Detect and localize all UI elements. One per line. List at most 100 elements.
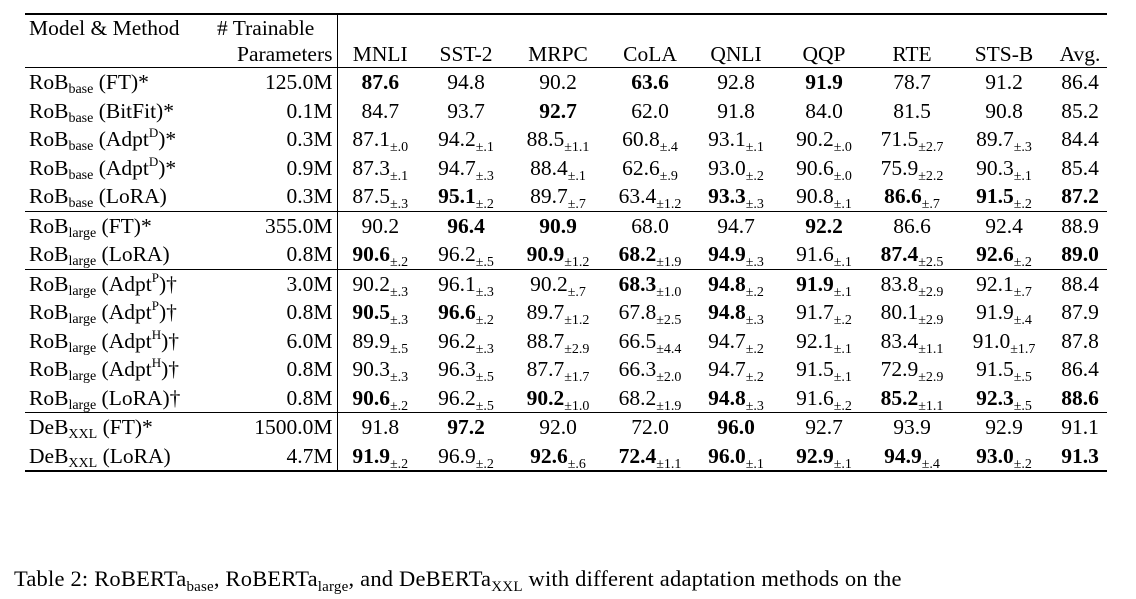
score-value: 87.2	[1061, 184, 1099, 208]
score-value: 89.9	[352, 328, 390, 353]
table-row: DeBXXL (LoRA) 4.7M 91.9±.2 96.9±.2 92.6±.6 72…	[25, 441, 1108, 472]
table-caption: Table 2: RoBERTabase, RoBERTalarge, and …	[14, 566, 1134, 595]
score-cell: 93.1±.1	[693, 125, 779, 155]
score-cell: 91.6±.2	[779, 384, 869, 414]
score-cell: 91.9±.2	[337, 441, 423, 472]
score-cell: 94.8	[423, 67, 509, 97]
score-value: 91.2	[985, 70, 1023, 94]
score-std: ±.2	[745, 284, 764, 300]
score-value: 96.9	[438, 443, 476, 468]
score-cell: 91.5±.5	[955, 355, 1053, 385]
score-cell: 92.8	[693, 67, 779, 97]
score-value: 90.6	[352, 242, 390, 266]
score-cell: 90.2±.3	[337, 268, 423, 300]
score-cell: 90.5±.3	[337, 298, 423, 328]
score-cell: 94.7±.3	[423, 154, 509, 184]
score-value: 90.9	[539, 213, 577, 238]
model-size-subscript: base	[68, 196, 94, 211]
model-method-cell: RoBbase (BitFit)*	[25, 97, 213, 126]
avg-cell: 84.4	[1053, 125, 1107, 154]
model-base: RoB	[29, 155, 69, 180]
score-std: ±.4	[921, 456, 940, 472]
params-cell: 0.9M	[213, 153, 338, 182]
caption-sub-large: large	[317, 579, 349, 595]
score-value: 92.1	[976, 271, 1014, 296]
score-cell: 92.6±.6	[509, 441, 607, 472]
score-cell: 90.8	[955, 97, 1053, 126]
score-std: ±1.2	[564, 313, 590, 328]
score-std: ±.2	[475, 313, 494, 328]
table-row: RoBlarge (AdptH)† 6.0M 89.9±.5 96.2±.3 88.7±…	[25, 326, 1107, 357]
score-value: 87.8	[1061, 328, 1099, 353]
score-cell: 89.7±.3	[955, 125, 1053, 155]
score-std: ±1.9	[656, 398, 682, 414]
params-cell: 0.1M	[213, 96, 338, 125]
score-std: ±.2	[1013, 456, 1032, 472]
params-cell: 4.7M	[213, 441, 338, 472]
score-cell: 90.6±.2	[337, 384, 423, 414]
score-std: ±1.1	[918, 398, 944, 414]
score-value: 84.0	[805, 98, 843, 123]
score-cell: 92.9±.1	[779, 441, 869, 472]
score-value: 96.2	[438, 328, 476, 353]
score-std: ±1.1	[656, 456, 682, 472]
score-value: 88.7	[526, 328, 565, 353]
score-std: ±.5	[389, 341, 409, 357]
score-std: ±.3	[389, 284, 409, 300]
model-base: RoB	[29, 127, 69, 151]
table-row: RoBlarge (AdptH)† 0.8M 90.3±.3 96.3±.5 87.7±…	[25, 355, 1107, 385]
model-method-cell: RoBlarge (AdptP)†	[25, 298, 213, 327]
score-value: 94.8	[708, 385, 746, 410]
avg-cell: 88.6	[1053, 384, 1107, 413]
score-value: 94.8	[708, 300, 746, 324]
model-base: RoB	[29, 242, 69, 266]
score-std: ±2.9	[918, 313, 944, 328]
model-method-cell: RoBlarge (FT)*	[25, 210, 213, 240]
score-cell: 88.7±2.9	[509, 327, 607, 357]
score-cell: 97.2	[423, 412, 509, 442]
model-base: RoB	[29, 328, 69, 353]
avg-cell: 88.4	[1053, 268, 1108, 298]
score-value: 63.6	[631, 70, 669, 94]
score-cell: 68.3±1.0	[607, 268, 693, 299]
score-std: ±.3	[745, 313, 764, 328]
score-std: ±.1	[1013, 168, 1032, 184]
params-cell: 125.0M	[213, 67, 338, 97]
score-cell: 88.4±.1	[509, 154, 607, 184]
score-std: ±.5	[475, 370, 494, 385]
score-cell: 62.6±.9	[607, 154, 693, 184]
table-row: RoBlarge (AdptP)† 0.8M 90.5±.3 96.6±.2 89.7±…	[25, 298, 1107, 328]
score-std: ±.3	[389, 370, 409, 385]
score-cell: 83.4±1.1	[869, 327, 955, 357]
score-std: ±1.9	[656, 255, 682, 270]
score-value: 96.1	[438, 271, 476, 296]
score-cell: 72.9±2.9	[869, 355, 955, 385]
score-cell: 60.8±.4	[607, 125, 693, 155]
model-base: RoB	[29, 98, 69, 123]
score-std: ±2.5	[656, 313, 682, 328]
score-cell: 96.9±.2	[423, 441, 509, 472]
method-label: (Adpt	[101, 300, 152, 324]
score-value: 90.2	[539, 70, 577, 94]
score-cell: 89.7±.7	[509, 182, 607, 212]
avg-cell: 87.8	[1053, 327, 1107, 356]
score-std: ±.7	[921, 197, 940, 212]
score-value: 92.9	[796, 443, 834, 468]
model-base: RoB	[29, 70, 69, 94]
model-size-subscript: XXL	[68, 455, 98, 471]
score-std: ±2.7	[918, 140, 944, 155]
score-std: ±.7	[567, 197, 586, 212]
score-value: 96.2	[438, 385, 476, 410]
header-task: MNLI	[352, 42, 408, 66]
score-cell: 78.7	[869, 67, 955, 97]
score-value: 92.4	[985, 213, 1023, 238]
model-size-subscript: XXL	[68, 427, 98, 442]
params-cell: 3.0M	[213, 268, 338, 298]
method-label: (Adpt	[101, 357, 152, 381]
caption-suffix: with different adaptation methods on the	[522, 566, 902, 591]
model-size-subscript: large	[68, 369, 97, 384]
score-value: 91.8	[361, 415, 400, 439]
avg-cell: 86.4	[1053, 67, 1108, 97]
score-value: 92.7	[539, 98, 577, 123]
avg-cell: 87.9	[1053, 298, 1107, 327]
